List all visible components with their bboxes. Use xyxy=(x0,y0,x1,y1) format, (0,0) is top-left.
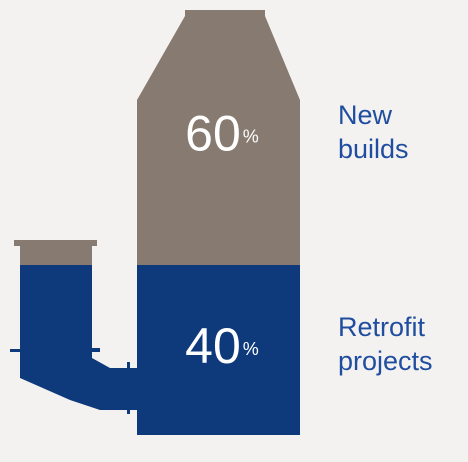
chimney xyxy=(10,10,300,435)
value-number: 60 xyxy=(185,106,241,162)
value-label: 60% xyxy=(185,106,259,162)
value-unit: % xyxy=(243,126,259,146)
legend-label: New builds xyxy=(338,99,409,164)
labels: 40 %60% xyxy=(185,106,259,375)
value-label: 40% xyxy=(185,318,259,374)
value-number: 40 xyxy=(185,318,241,374)
legend-label: Retrofit projects xyxy=(338,312,433,376)
segment xyxy=(10,10,300,265)
segment xyxy=(10,265,300,435)
value-unit: % xyxy=(243,339,259,359)
